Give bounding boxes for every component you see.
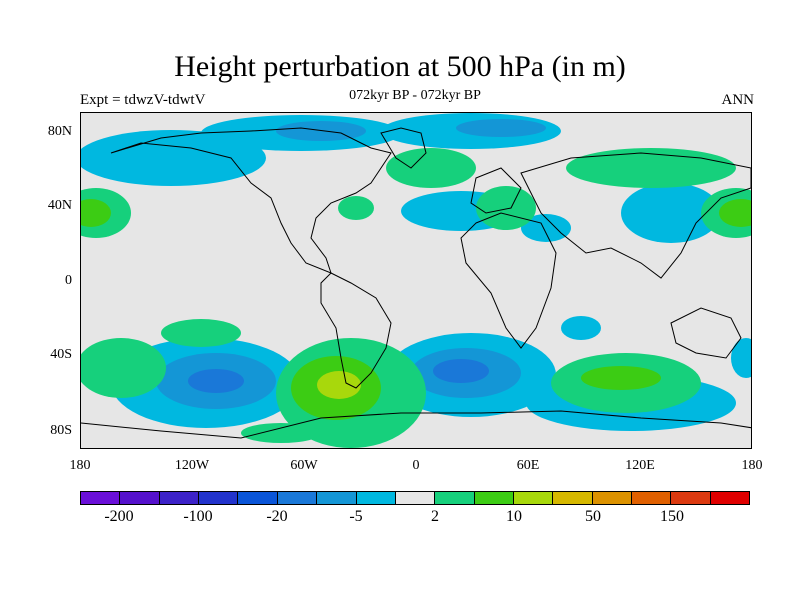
coastlines (81, 127, 751, 439)
neg-region-tasman (731, 338, 751, 378)
colorbar-swatch (592, 492, 633, 504)
australia-coast (670, 307, 742, 359)
asia-coast (520, 152, 751, 279)
colorbar-label: -100 (183, 508, 213, 525)
colorbar-swatch (435, 492, 475, 504)
lon-label-120e: 120E (625, 458, 655, 473)
pos-mid-sio (581, 366, 661, 390)
pos-region-ross (241, 423, 321, 443)
colorbar-swatch (159, 492, 200, 504)
colorbar-swatch (632, 492, 672, 504)
season-label: ANN (721, 92, 755, 108)
neg-region-io (561, 316, 601, 340)
greenland-coast (380, 127, 427, 169)
neg-region-japan (621, 183, 721, 243)
colorbar-label: 150 (660, 508, 684, 525)
colorbar-swatch (238, 492, 278, 504)
neg-mid-arctic-2 (456, 119, 546, 137)
antarctica-coast (81, 410, 751, 439)
colorbar-label: 10 (506, 508, 522, 525)
lat-label-40n: 40N (47, 198, 72, 213)
pos-region-spac-w (81, 338, 166, 398)
south-america-coast (320, 272, 392, 389)
europe-coast (470, 167, 522, 214)
colorbar-swatch (199, 492, 239, 504)
map-field (81, 113, 751, 448)
colorbar-swatch (474, 492, 514, 504)
lon-label-60e: 60E (516, 458, 540, 473)
pos-region-natl (386, 148, 476, 188)
neg-region-npac (81, 130, 266, 186)
contour-map (80, 112, 752, 449)
colorbar-swatch (553, 492, 593, 504)
colorbar (80, 491, 750, 505)
experiment-label: Expt = tdwzV-tdwtV (80, 92, 206, 108)
colorbar-label: -20 (266, 508, 288, 525)
colorbar-label: 50 (585, 508, 601, 525)
colorbar-swatch (277, 492, 318, 504)
pos-region-spac-n (161, 319, 241, 347)
pos-region-med (476, 186, 536, 230)
lon-label-60w: 60W (290, 458, 318, 473)
colorbar-swatch (120, 492, 160, 504)
lon-label-180w: 180 (69, 458, 91, 473)
pos-mid-epac (719, 199, 751, 227)
pos-region-azores (338, 196, 374, 220)
africa-coast (460, 212, 557, 349)
neg-dark-spac (188, 369, 244, 393)
lon-label-120w: 120W (174, 458, 210, 473)
plot-title: Height perturbation at 500 hPa (in m) (174, 50, 626, 83)
period-label: 072kyr BP - 072kyr BP (349, 88, 481, 103)
negative-anomalies-dark (188, 359, 489, 393)
colorbar-swatch (671, 492, 711, 504)
colorbar-swatch (356, 492, 396, 504)
positive-anomalies-strong (317, 371, 361, 399)
pos-region-siberia (566, 148, 736, 188)
colorbar-label: -5 (349, 508, 363, 525)
lon-label-180e: 180 (741, 458, 763, 473)
colorbar-swatch (395, 492, 436, 504)
colorbar-swatch (81, 492, 121, 504)
neg-dark-satl (433, 359, 489, 383)
lon-label-0: 0 (412, 458, 420, 473)
lat-label-80s: 80S (50, 423, 72, 438)
colorbar-swatch (710, 492, 750, 504)
pos-mid-wpac (81, 199, 111, 227)
lat-label-0: 0 (65, 273, 72, 288)
colorbar-label: 2 (431, 508, 439, 525)
colorbar-swatch (513, 492, 554, 504)
colorbar-swatch (317, 492, 357, 504)
lat-label-40s: 40S (50, 347, 72, 362)
north-america-coast (110, 127, 392, 274)
colorbar-label: -200 (104, 508, 134, 525)
lat-label-80n: 80N (47, 124, 72, 139)
pos-strong-satl (317, 371, 361, 399)
